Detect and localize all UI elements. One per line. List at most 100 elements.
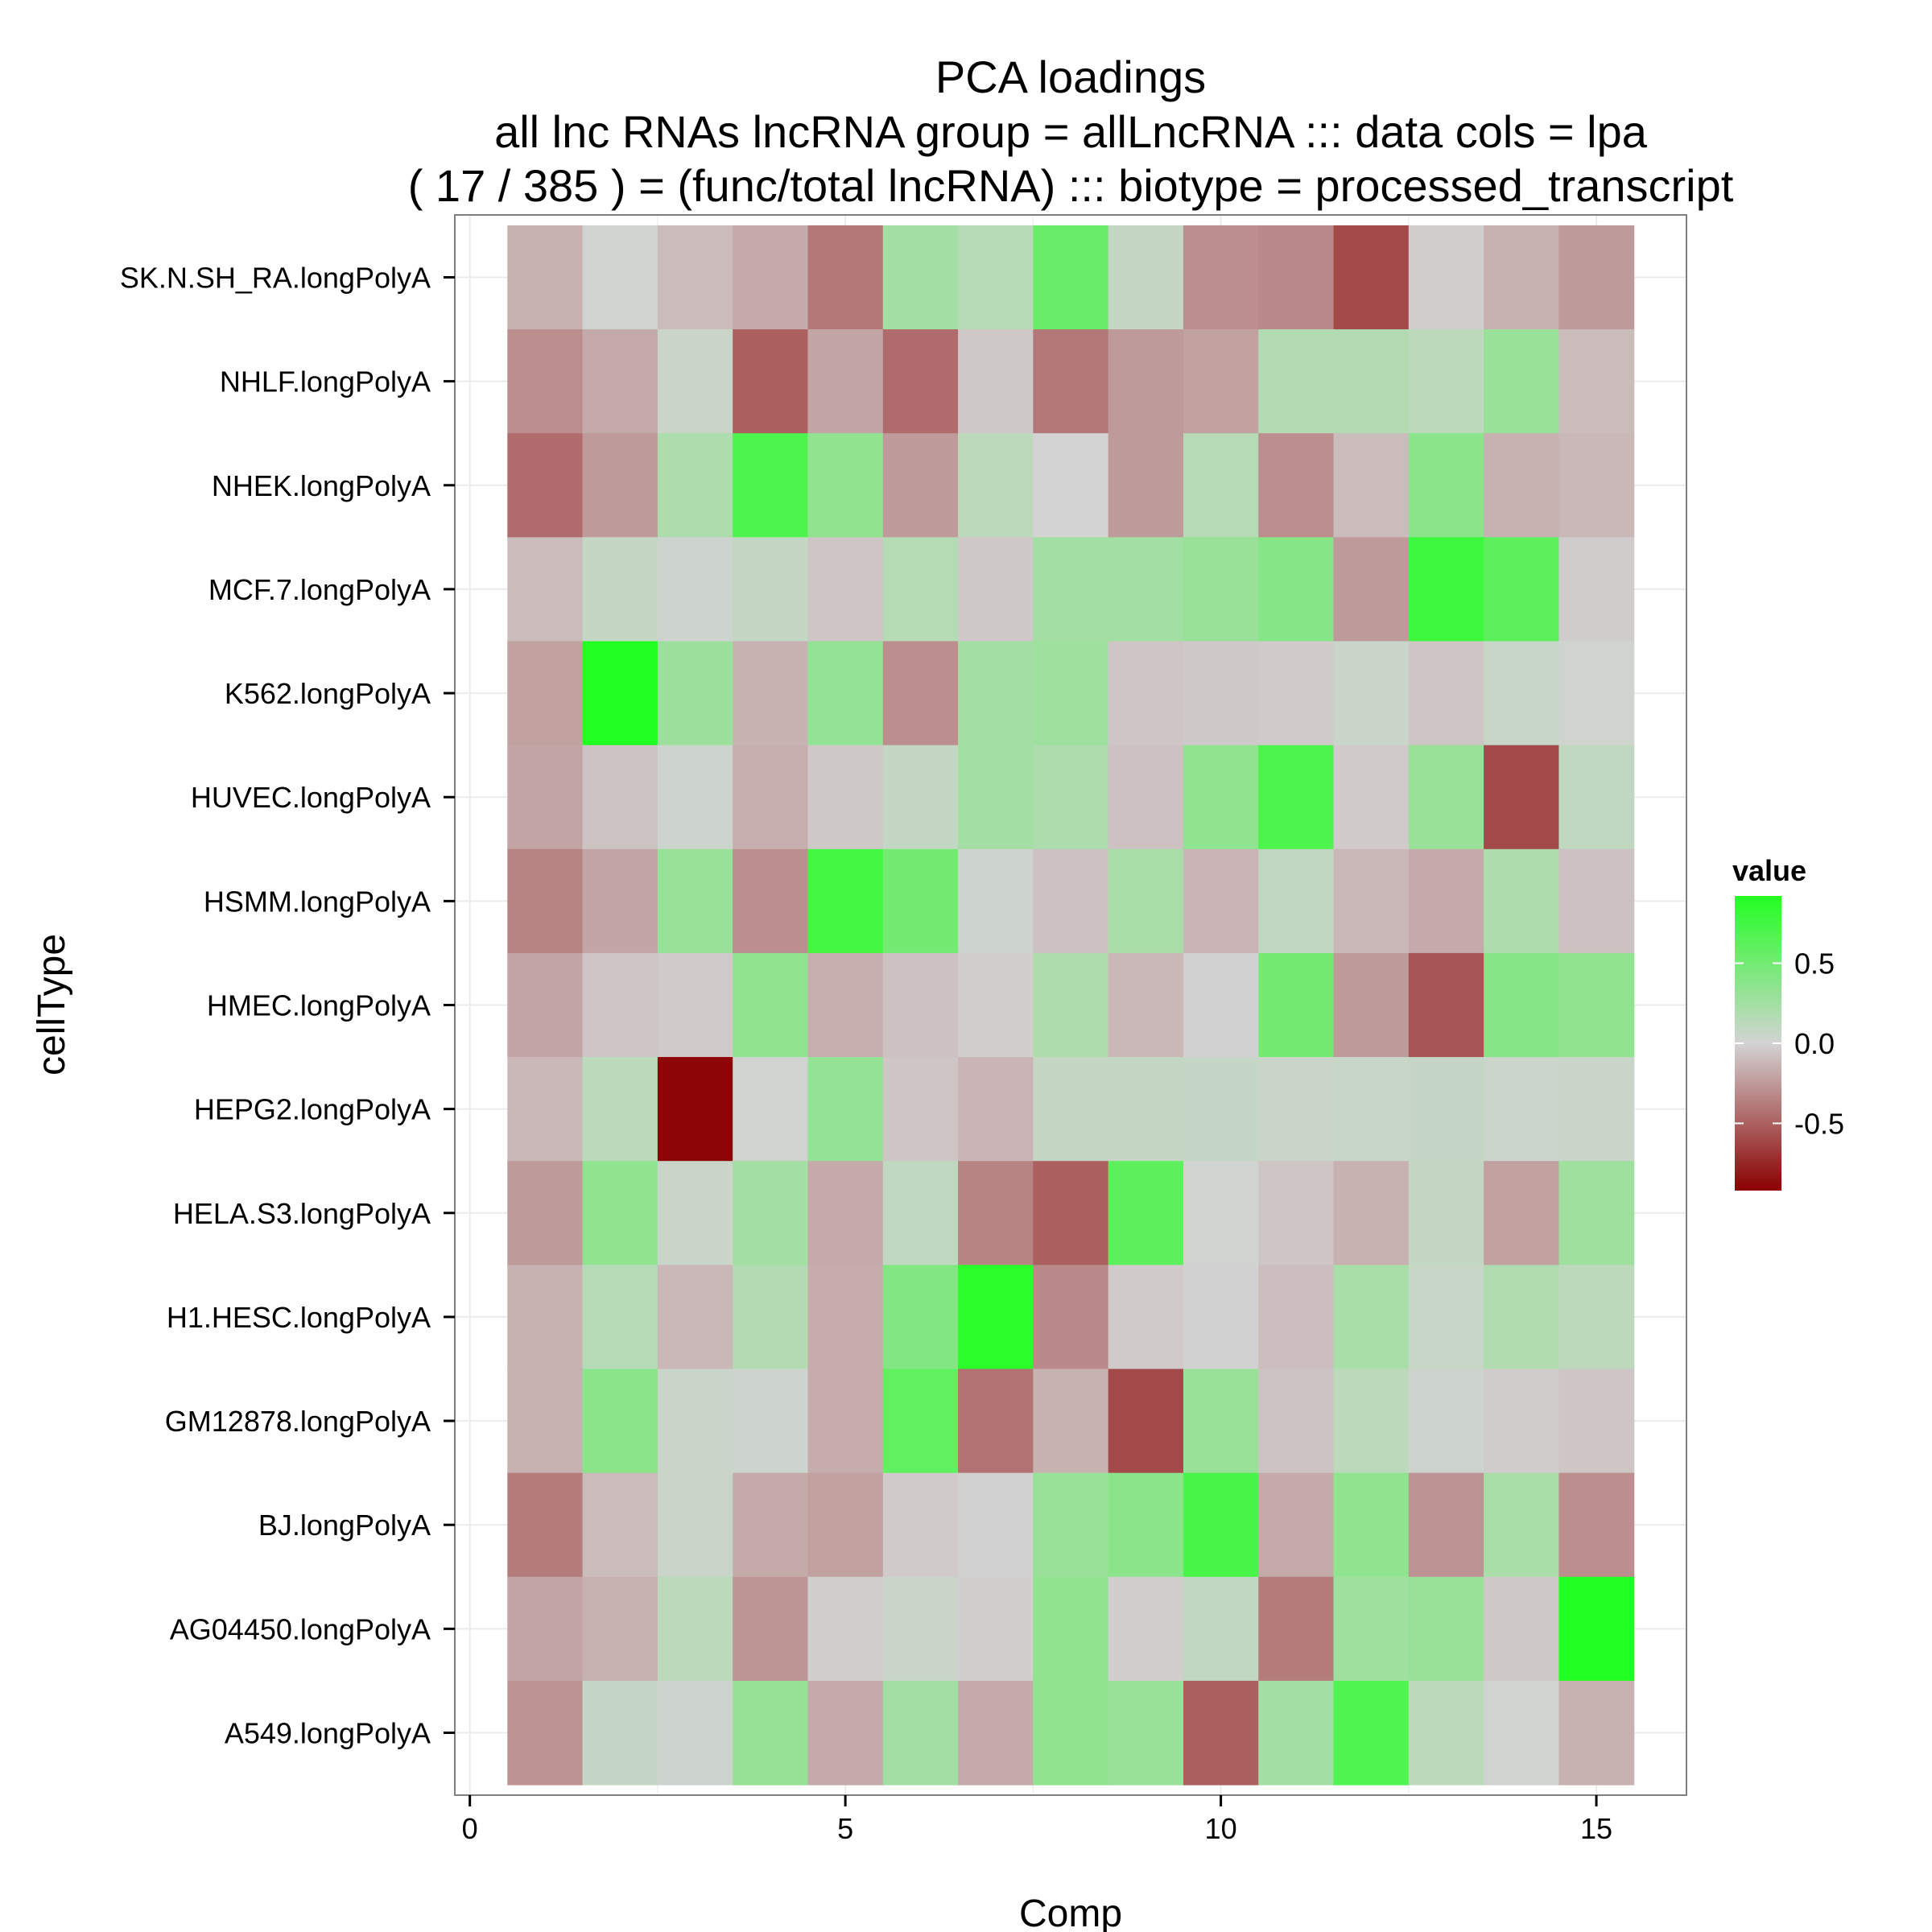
heatmap-cell xyxy=(507,329,584,434)
heatmap-cell xyxy=(733,848,809,954)
y-axis: SK.N.SH_RA.longPolyA NHLF.longPolyA NHEK.l… xyxy=(120,261,455,1750)
heatmap-cell xyxy=(882,1368,959,1474)
heatmap-cell xyxy=(958,745,1034,850)
heatmap-cell xyxy=(507,433,584,538)
heatmap-cell xyxy=(1484,329,1559,434)
heatmap-cell xyxy=(1183,225,1259,330)
heatmap-cell xyxy=(1183,1472,1259,1578)
x-tick-label: 10 xyxy=(1205,1812,1237,1845)
heatmap-cell xyxy=(807,1368,884,1474)
heatmap-cell xyxy=(882,225,959,330)
heatmap-cell xyxy=(958,433,1034,538)
heatmap-cell xyxy=(1408,329,1484,434)
heatmap-cell xyxy=(582,433,658,538)
heatmap-cell xyxy=(1108,329,1184,434)
heatmap-cell xyxy=(1484,1472,1559,1578)
heatmap-cell xyxy=(1033,329,1109,434)
heatmap-cell xyxy=(657,1472,733,1578)
heatmap-cell xyxy=(507,848,584,954)
heatmap-cell xyxy=(807,1576,884,1682)
heatmap-cells xyxy=(507,225,1635,1785)
heatmap-cell xyxy=(657,433,733,538)
heatmap-cell xyxy=(733,1265,809,1370)
heatmap-cell xyxy=(1558,952,1635,1058)
heatmap-cell xyxy=(733,1057,809,1162)
heatmap-cell xyxy=(657,1161,733,1265)
y-tick-label: SK.N.SH_RA.longPolyA xyxy=(120,261,431,294)
heatmap-cell xyxy=(733,433,809,538)
heatmap-cell xyxy=(958,1576,1034,1682)
heatmap-cell xyxy=(507,1368,584,1474)
chart-subtitle-line-1: all lnc RNAs lncRNA group = allLncRNA ::… xyxy=(494,106,1648,157)
heatmap-cell xyxy=(657,1368,733,1474)
heatmap-cell xyxy=(1558,848,1635,954)
heatmap-cell xyxy=(958,641,1034,746)
x-axis: 0 5 10 15 xyxy=(462,1795,1612,1845)
y-tick-label: NHLF.longPolyA xyxy=(220,365,431,398)
heatmap-cell xyxy=(1108,1265,1184,1370)
heatmap-cell xyxy=(1258,641,1335,746)
heatmap-cell xyxy=(807,848,884,954)
heatmap-cell xyxy=(1484,745,1559,850)
y-tick-label: NHEK.longPolyA xyxy=(212,469,431,502)
heatmap-cell xyxy=(582,745,658,850)
y-tick-label: HUVEC.longPolyA xyxy=(191,781,431,814)
heatmap-cell xyxy=(807,1680,884,1785)
heatmap-cell xyxy=(1033,1057,1109,1162)
heatmap-cell xyxy=(1484,537,1559,642)
heatmap-cell xyxy=(582,1680,658,1785)
heatmap-cell xyxy=(1558,329,1635,434)
heatmap-cell xyxy=(1258,1576,1335,1682)
heatmap-cell xyxy=(807,1472,884,1578)
heatmap-cell xyxy=(1408,1057,1484,1162)
heatmap-cell xyxy=(807,329,884,434)
heatmap-cell xyxy=(733,1368,809,1474)
heatmap-cell xyxy=(1484,1265,1559,1370)
heatmap-cell xyxy=(1408,745,1484,850)
heatmap-cell xyxy=(507,537,584,642)
heatmap-cell xyxy=(807,537,884,642)
heatmap-cell xyxy=(1408,1680,1484,1785)
heatmap-cell xyxy=(582,848,658,954)
heatmap-cell xyxy=(1108,1161,1184,1265)
heatmap-cell xyxy=(1258,225,1335,330)
heatmap-cell xyxy=(958,1265,1034,1370)
heatmap-cell xyxy=(1258,329,1335,434)
heatmap-cell xyxy=(1484,1161,1559,1265)
heatmap-cell xyxy=(807,1057,884,1162)
heatmap-cell xyxy=(1033,745,1109,850)
heatmap-cell xyxy=(1333,641,1410,746)
heatmap-cell xyxy=(1183,537,1259,642)
heatmap-cell xyxy=(1558,537,1635,642)
heatmap-cell xyxy=(1558,1057,1635,1162)
heatmap-cell xyxy=(1033,1265,1109,1370)
y-tick-label: HEPG2.longPolyA xyxy=(194,1093,431,1126)
heatmap-cell xyxy=(882,1472,959,1578)
heatmap-cell xyxy=(1333,848,1410,954)
heatmap-cell xyxy=(807,952,884,1058)
y-tick-label: BJ.longPolyA xyxy=(258,1509,431,1542)
heatmap-cell xyxy=(582,1057,658,1162)
heatmap-cell xyxy=(507,1265,584,1370)
x-tick-label: 5 xyxy=(837,1812,853,1845)
heatmap-cell xyxy=(1333,433,1410,538)
heatmap-cell xyxy=(1033,1680,1109,1785)
heatmap-cell xyxy=(1408,641,1484,746)
heatmap-cell xyxy=(733,952,809,1058)
heatmap-cell xyxy=(507,1057,584,1162)
heatmap-cell xyxy=(1333,225,1410,330)
heatmap-cell xyxy=(1484,1680,1559,1785)
heatmap-cell xyxy=(1558,641,1635,746)
heatmap-cell xyxy=(882,641,959,746)
legend-title: value xyxy=(1732,854,1806,887)
heatmap-cell xyxy=(657,848,733,954)
heatmap-cell xyxy=(882,537,959,642)
heatmap-cell xyxy=(733,1680,809,1785)
heatmap-cell xyxy=(1183,848,1259,954)
heatmap-cell xyxy=(507,952,584,1058)
y-tick-label: H1.HESC.longPolyA xyxy=(167,1301,431,1334)
chart-title: PCA loadings xyxy=(935,52,1206,102)
heatmap-cell xyxy=(882,1680,959,1785)
heatmap-cell xyxy=(1333,1161,1410,1265)
heatmap-cell xyxy=(1183,745,1259,850)
